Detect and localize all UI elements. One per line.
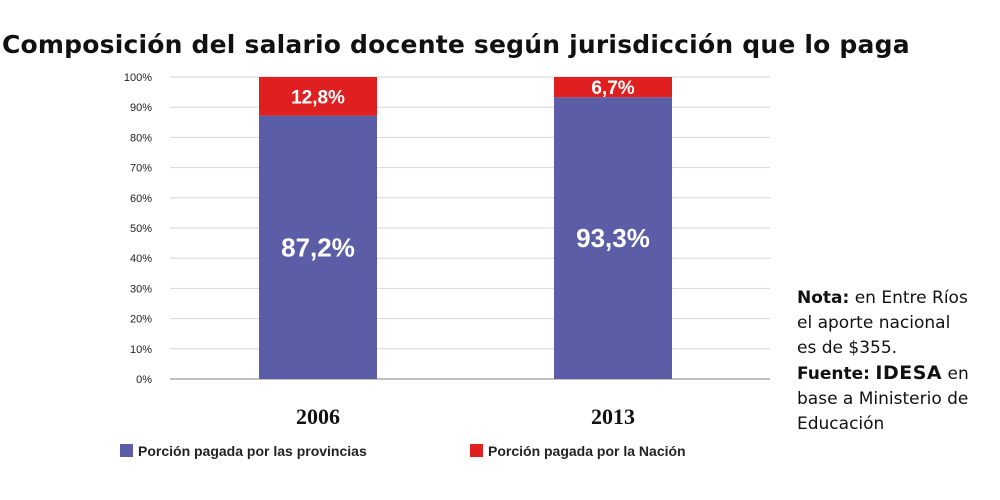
y-tick-label: 60% — [130, 193, 152, 205]
y-axis-ticks: 0% 10% 20% 30% 40% 50% 60% 70% 80% 90% 100% — [124, 72, 152, 386]
note-text-1: en Entre Ríos — [854, 288, 968, 308]
chart-title: Composición del salario docente según ju… — [2, 30, 910, 59]
bar-segment — [259, 115, 377, 379]
source-line-1: Fuente: IDESA en — [797, 361, 1000, 387]
y-tick-label: 10% — [130, 344, 152, 356]
note-block: Nota: en Entre Ríos el aporte nacional e… — [797, 286, 1000, 437]
y-tick-label: 40% — [130, 253, 152, 265]
y-tick-label: 50% — [130, 223, 152, 235]
bar-segment — [554, 97, 672, 379]
y-tick-label: 70% — [130, 163, 152, 175]
y-tick-label: 100% — [124, 72, 152, 84]
source-org: IDESA — [875, 362, 943, 384]
note-line-3: es de $355. — [797, 338, 898, 358]
source-label: Fuente: — [797, 364, 870, 384]
x-tick-label: 2013 — [591, 404, 635, 429]
y-tick-label: 20% — [130, 314, 152, 326]
note-line-1: Nota: en Entre Ríos — [797, 286, 1000, 311]
legend-label: Porción pagada por la Nación — [488, 443, 686, 459]
bar-data-label: 12,8% — [291, 87, 345, 108]
y-tick-label: 0% — [136, 374, 152, 386]
legend: Porción pagada por las provincias Porción… — [120, 443, 686, 459]
x-axis: 2006 2013 — [296, 404, 635, 429]
source-line-3: Educación — [797, 414, 885, 434]
y-tick-label: 90% — [130, 102, 152, 114]
legend-label: Porción pagada por las provincias — [138, 443, 367, 459]
bar-segment — [259, 77, 377, 116]
bar-data-label: 6,7% — [591, 78, 634, 99]
x-tick-label: 2006 — [296, 404, 340, 429]
source-line-2: base a Ministerio de — [797, 389, 969, 409]
bar-data-label: 93,3% — [576, 223, 650, 253]
y-tick-label: 80% — [130, 132, 152, 144]
bar-segment — [554, 77, 672, 98]
y-tick-label: 30% — [130, 283, 152, 295]
bar-data-label: 87,2% — [281, 232, 355, 262]
legend-swatch — [120, 444, 133, 457]
legend-swatch — [470, 444, 483, 457]
bars: 87,2% 12,8% 93,3% 6,7% — [259, 77, 672, 379]
note-line-2: el aporte nacional — [797, 313, 951, 333]
source-text-1: en — [947, 364, 969, 384]
note-label: Nota: — [797, 288, 850, 308]
